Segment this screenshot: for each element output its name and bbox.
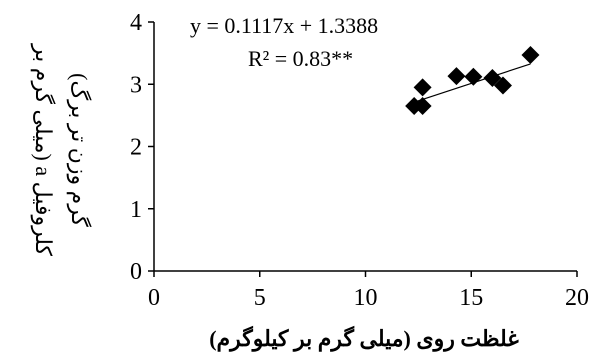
data-point-marker [493, 76, 512, 95]
y-axis-label-line2: گرم وزن تر برگ) [66, 73, 92, 227]
axes: 0 5 10 15 20 0 1 2 3 4 [130, 10, 589, 311]
y-tick-label: 0 [130, 259, 142, 285]
x-axis-label: غلظت روی (میلی گرم بر کیلوگرم) [209, 325, 519, 352]
y-axis-label-line1: کلروفیل a (میلی گرم بر [30, 43, 56, 257]
y-tick-label: 4 [130, 10, 142, 36]
trendline-equation: y = 0.1117x + 1.3388 [190, 13, 378, 38]
data-point-marker [413, 78, 432, 97]
y-tick-label: 2 [130, 135, 142, 161]
data-point-marker [521, 45, 540, 64]
x-tick-label: 10 [354, 285, 378, 311]
data-points [405, 45, 540, 116]
x-tick-label: 15 [459, 285, 483, 311]
y-tick-label: 3 [130, 72, 142, 98]
data-point-marker [413, 97, 432, 116]
data-point-marker [447, 67, 466, 86]
data-point-marker [464, 67, 483, 86]
x-tick-label: 20 [565, 285, 589, 311]
r-squared-label: R² = 0.83** [248, 46, 353, 71]
x-tick-label: 5 [254, 285, 266, 311]
x-tick-label: 0 [148, 285, 160, 311]
data-point-marker [483, 69, 502, 88]
y-tick-label: 1 [130, 197, 142, 223]
